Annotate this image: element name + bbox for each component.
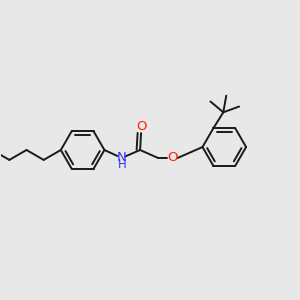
Text: O: O — [136, 120, 146, 133]
Text: N: N — [116, 152, 126, 164]
Text: H: H — [118, 158, 127, 171]
Text: O: O — [167, 152, 178, 164]
